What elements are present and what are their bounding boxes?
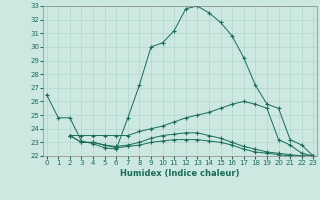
X-axis label: Humidex (Indice chaleur): Humidex (Indice chaleur) <box>120 169 240 178</box>
